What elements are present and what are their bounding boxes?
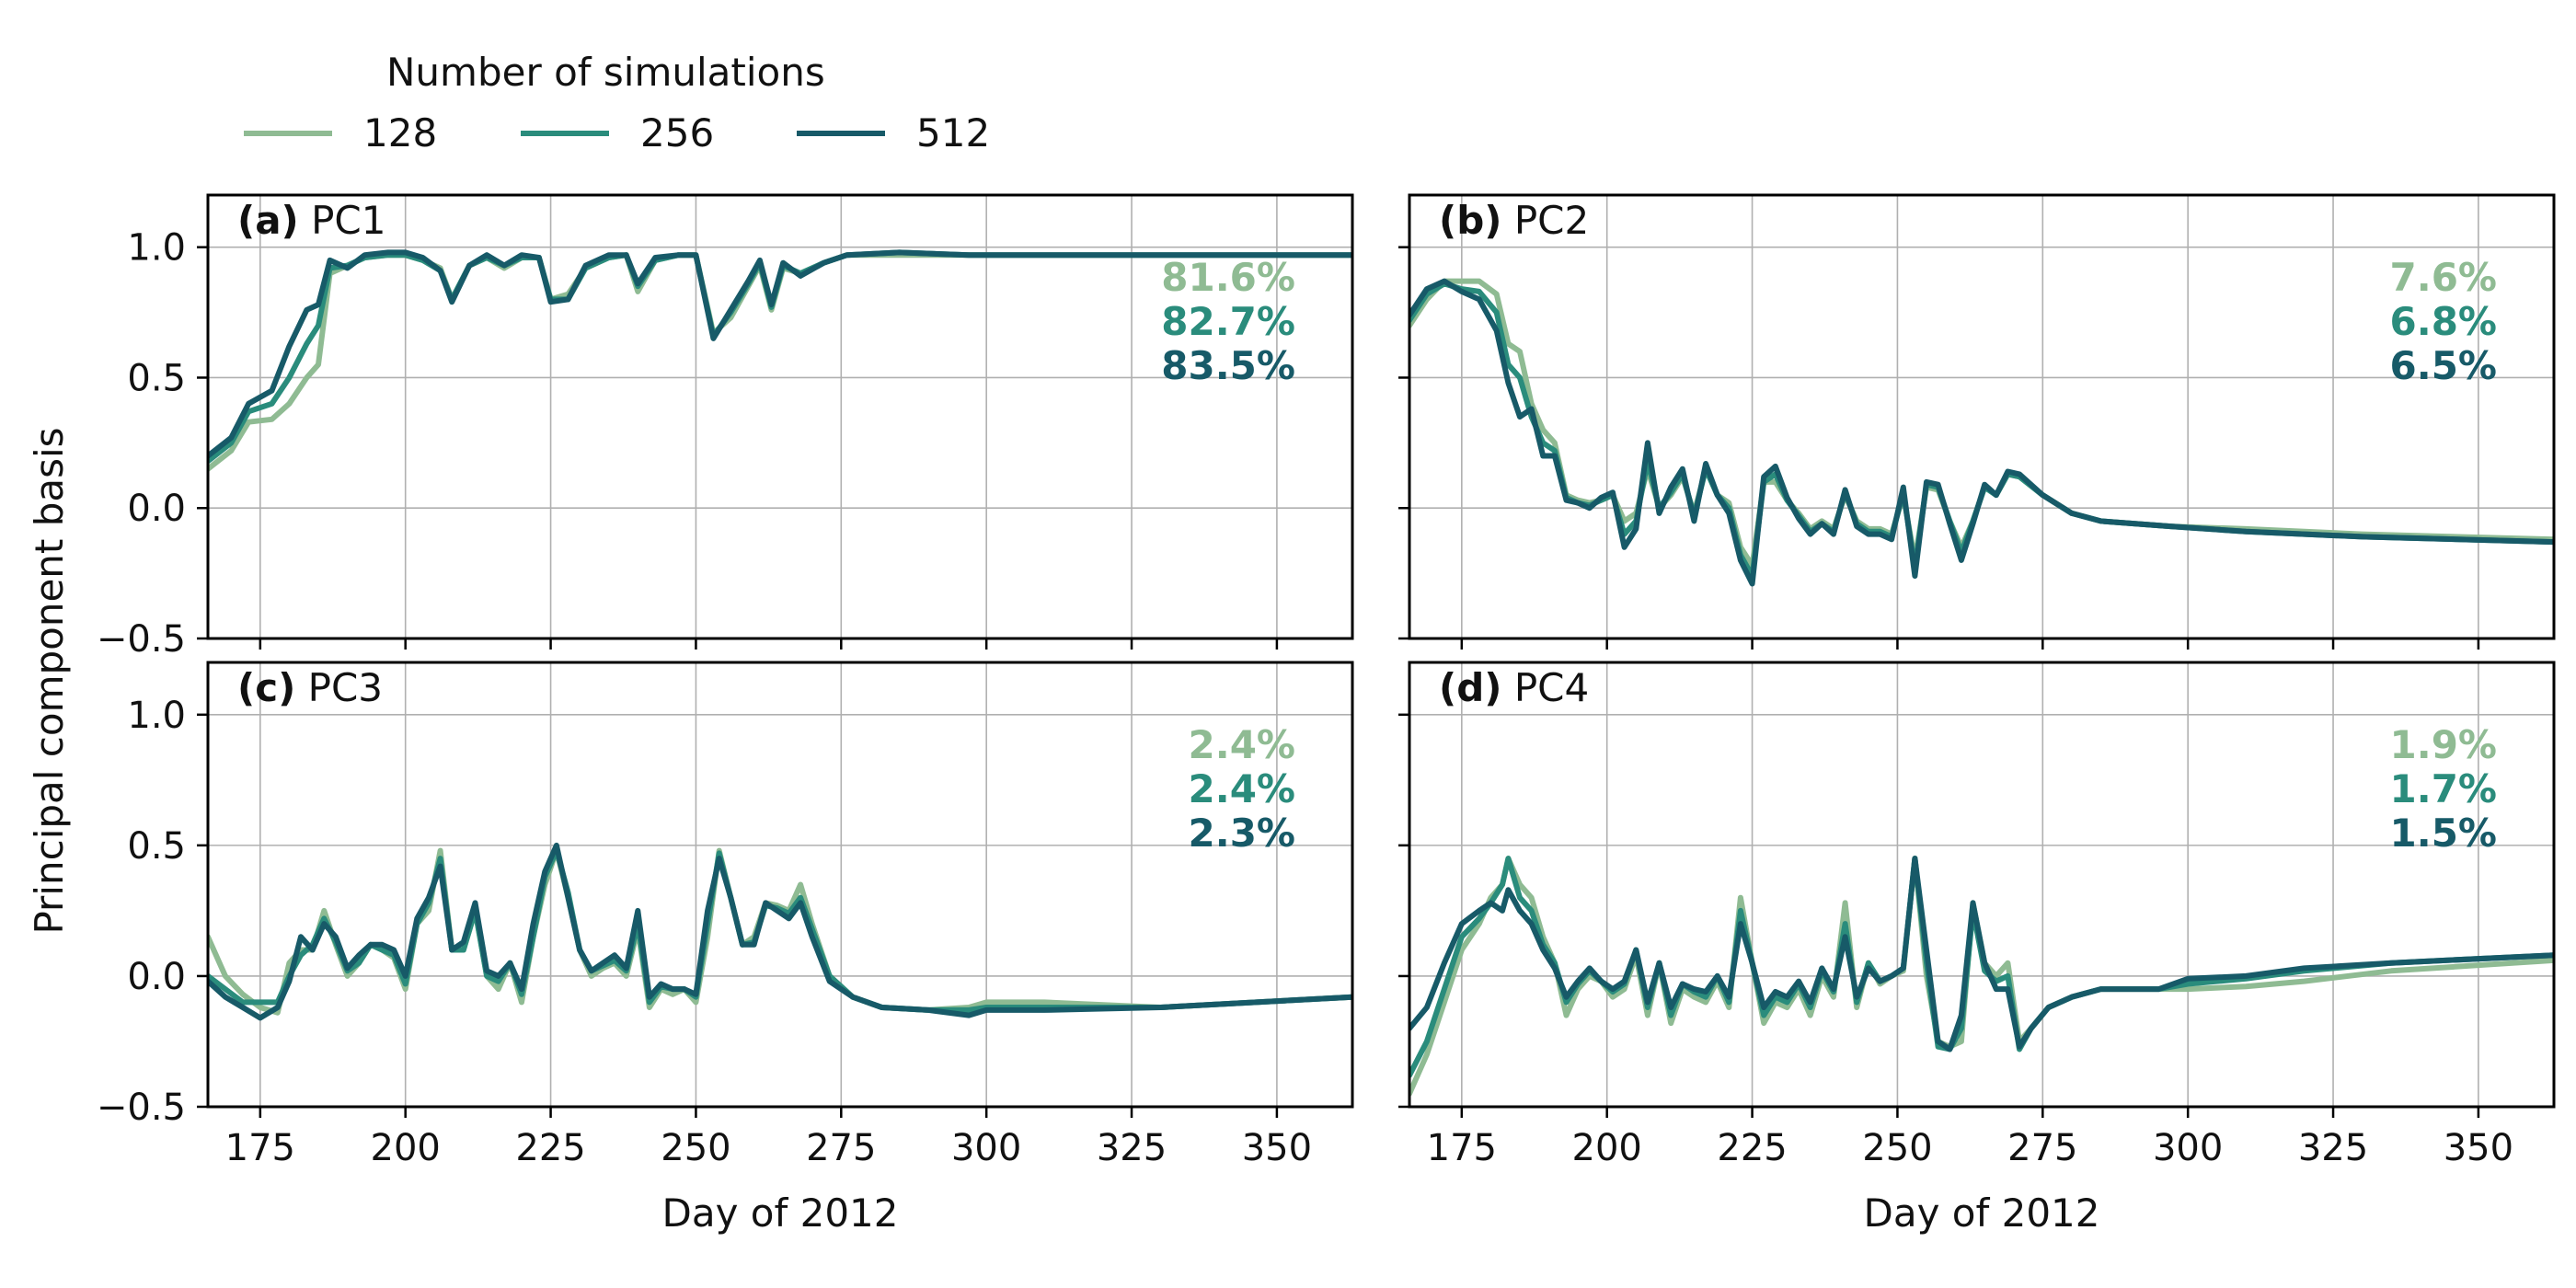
series-line-512 xyxy=(208,249,1352,459)
explained-variance-512: 2.3% xyxy=(1189,811,1295,856)
panel-pc3: 175 200 225 250 275 300 325 350 Day of 2012 −0.5 0… xyxy=(97,661,1354,1236)
panel-title: (a) PC1 xyxy=(237,198,385,243)
series-line-128 xyxy=(1409,278,2554,569)
explained-variance-512: 83.5% xyxy=(1161,343,1295,388)
x-tick-label: 175 xyxy=(225,1127,295,1169)
explained-variance-128: 81.6% xyxy=(1161,255,1295,300)
explained-variance-128: 7.6% xyxy=(2390,255,2497,300)
series-group xyxy=(208,842,1352,1021)
y-tick-label: −0.5 xyxy=(97,1087,186,1129)
series-line-128 xyxy=(208,847,1352,1016)
x-tick-label: 350 xyxy=(2444,1127,2513,1169)
panel-title: (c) PC3 xyxy=(237,665,383,710)
y-tick-label: −0.5 xyxy=(97,618,186,661)
x-tick-label: 275 xyxy=(806,1127,876,1169)
series-group xyxy=(1409,278,2554,587)
legend-label-512: 512 xyxy=(916,110,990,155)
plot-frame xyxy=(1408,193,2556,640)
x-axis-title: Day of 2012 xyxy=(1863,1190,2099,1236)
explained-variance-256: 2.4% xyxy=(1189,766,1295,811)
explained-variance-128: 1.9% xyxy=(2390,722,2497,767)
panel-title: (d) PC4 xyxy=(1439,665,1589,710)
x-axis-title: Day of 2012 xyxy=(661,1190,898,1236)
panel-pc2: (b) PC2 7.6%6.8%6.5% xyxy=(1398,193,2556,650)
series-line-256 xyxy=(1409,856,2554,1078)
x-tick-label: 175 xyxy=(1427,1127,1497,1169)
x-tick-label: 225 xyxy=(515,1127,585,1169)
x-tick-label: 325 xyxy=(2298,1127,2368,1169)
series-line-512 xyxy=(1409,856,2554,1052)
y-tick-label: 0.5 xyxy=(127,357,186,399)
explained-variance-256: 6.8% xyxy=(2390,299,2497,344)
y-tick-label: 0.5 xyxy=(127,825,186,868)
panels: −0.5 0.0 0.5 1.0 (a) PC1 81.6%82.7%83.5% (b) P… xyxy=(97,193,2556,1236)
x-tick-label: 300 xyxy=(2153,1127,2223,1169)
legend-label-256: 256 xyxy=(640,110,714,155)
legend-label-128: 128 xyxy=(363,110,437,155)
x-tick-label: 225 xyxy=(1717,1127,1787,1169)
y-axis-title: Principal component basis xyxy=(27,427,72,934)
x-tick-label: 300 xyxy=(951,1127,1021,1169)
series-group xyxy=(1409,856,2554,1097)
series-line-256 xyxy=(208,847,1352,1013)
plot-frame xyxy=(206,661,1354,1109)
plot-frame xyxy=(206,193,1354,640)
plot-frame xyxy=(1408,661,2556,1109)
legend-title: Number of simulations xyxy=(386,50,825,95)
y-tick-label: 0.0 xyxy=(127,956,186,998)
series-line-512 xyxy=(1409,278,2554,587)
explained-variance-512: 6.5% xyxy=(2390,343,2497,388)
series-group xyxy=(208,249,1352,472)
explained-variance-256: 1.7% xyxy=(2390,766,2497,811)
panel-title: (b) PC2 xyxy=(1439,198,1589,243)
series-line-512 xyxy=(208,842,1352,1021)
explained-variance-128: 2.4% xyxy=(1189,722,1295,767)
y-tick-label: 0.0 xyxy=(127,488,186,530)
x-tick-label: 250 xyxy=(661,1127,730,1169)
panel-pc4: 175 200 225 250 275 300 325 350 Day of 2012 (d) P… xyxy=(1398,661,2556,1236)
x-tick-label: 200 xyxy=(1572,1127,1642,1169)
legend: Number of simulations 128 256 512 xyxy=(244,50,990,155)
x-tick-label: 275 xyxy=(2007,1127,2077,1169)
x-tick-label: 200 xyxy=(371,1127,441,1169)
explained-variance-256: 82.7% xyxy=(1161,299,1295,344)
panel-pc1: −0.5 0.0 0.5 1.0 (a) PC1 81.6%82.7%83.5% xyxy=(97,193,1354,661)
x-tick-label: 250 xyxy=(1862,1127,1932,1169)
explained-variance-512: 1.5% xyxy=(2390,811,2497,856)
y-tick-label: 1.0 xyxy=(127,227,186,270)
x-tick-label: 325 xyxy=(1097,1127,1167,1169)
y-tick-label: 1.0 xyxy=(127,695,186,737)
x-tick-label: 350 xyxy=(1242,1127,1312,1169)
